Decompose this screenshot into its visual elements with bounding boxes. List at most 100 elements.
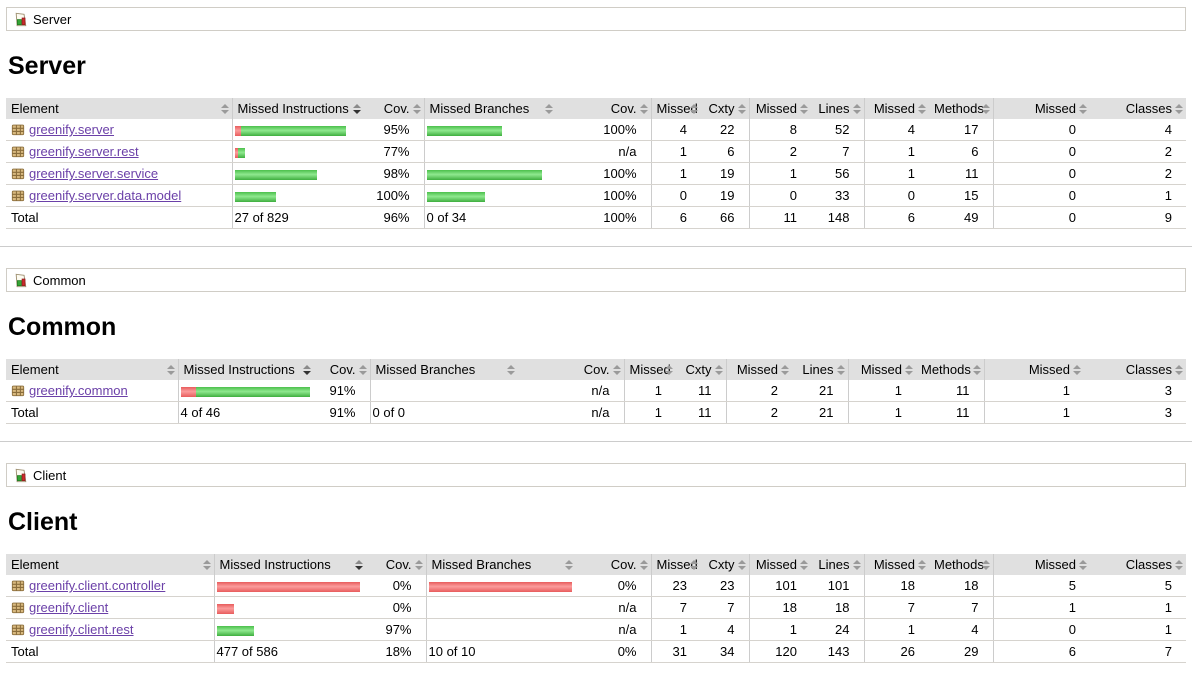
- column-header-branches-cov[interactable]: Cov.: [518, 359, 624, 380]
- column-header-classes[interactable]: Classes: [1090, 98, 1186, 119]
- package-link[interactable]: greenify.client.rest: [29, 622, 134, 637]
- sort-icon: [1079, 103, 1087, 114]
- branches-bar: [425, 596, 576, 619]
- package-link[interactable]: greenify.client: [29, 600, 109, 615]
- branches-coverage: 0%: [576, 575, 651, 597]
- missed-methods: 18: [863, 575, 929, 597]
- column-header-element[interactable]: Element: [6, 554, 214, 575]
- missed-cxty: 1: [623, 380, 676, 402]
- package-link[interactable]: greenify.common: [29, 383, 128, 398]
- missed-cxty: 1: [650, 140, 701, 163]
- sort-desc-icon: [355, 559, 363, 570]
- column-header-missed-classes[interactable]: Missed: [992, 554, 1090, 575]
- total-cxty: 66: [701, 206, 749, 229]
- table-total-row: Total 4 of 46 91% 0 of 0 n/a 1 11 2 21 1…: [6, 401, 1186, 424]
- total-missed-cxty: 1: [623, 401, 676, 424]
- column-header-missed-methods[interactable]: Missed: [863, 554, 929, 575]
- column-header-instructions-cov[interactable]: Cov.: [366, 554, 426, 575]
- element-cell: greenify.client: [6, 596, 214, 619]
- sort-icon: [202, 559, 211, 570]
- package-link[interactable]: greenify.client.controller: [29, 578, 166, 593]
- column-header-lines[interactable]: Lines: [811, 98, 864, 119]
- missed-classes: 1: [992, 596, 1090, 619]
- column-header-missed-lines[interactable]: Missed: [748, 98, 811, 119]
- breadcrumb: Server: [6, 7, 1186, 31]
- cxty: 11: [676, 380, 726, 402]
- column-header-missed-cxty[interactable]: Missed: [650, 98, 701, 119]
- column-header-element[interactable]: Element: [6, 359, 178, 380]
- column-header-branches-cov[interactable]: Cov.: [556, 98, 651, 119]
- column-header-instructions-cov[interactable]: Cov.: [364, 98, 424, 119]
- total-missed-lines: 2: [725, 401, 792, 424]
- column-header-missed-cxty[interactable]: Missed: [623, 359, 676, 380]
- instructions-coverage: 95%: [364, 119, 424, 141]
- total-missed-methods: 26: [863, 640, 929, 663]
- methods: 11: [916, 380, 984, 402]
- missed-methods: 1: [863, 162, 929, 185]
- column-header-missed-lines[interactable]: Missed: [748, 554, 811, 575]
- column-header-missed-branches[interactable]: Missed Branches: [425, 554, 576, 575]
- table-row: greenify.server.service 98% 100% 1 19 1 …: [6, 162, 1186, 185]
- instructions-bar: [231, 140, 364, 163]
- column-header-lines[interactable]: Lines: [792, 359, 848, 380]
- package-link[interactable]: greenify.server: [29, 122, 115, 137]
- column-header-missed-instructions[interactable]: Missed Instructions: [231, 98, 364, 119]
- missed-classes: 0: [992, 140, 1090, 163]
- column-header-instructions-cov[interactable]: Cov.: [314, 359, 370, 380]
- column-header-missed-instructions[interactable]: Missed Instructions: [213, 554, 366, 575]
- element-cell: greenify.client.controller: [6, 575, 214, 597]
- package-icon: [11, 166, 29, 181]
- cxty: 4: [701, 618, 749, 641]
- sort-icon: [690, 559, 698, 570]
- package-link[interactable]: greenify.server.rest: [29, 144, 139, 159]
- sort-icon: [545, 103, 553, 114]
- table-row: greenify.server 95% 100% 4 22 8 52 4 17 …: [6, 119, 1186, 141]
- column-header-missed-classes[interactable]: Missed: [992, 98, 1090, 119]
- instructions-bar: [213, 575, 366, 597]
- lines: 33: [811, 184, 864, 207]
- column-header-element[interactable]: Element: [6, 98, 232, 119]
- column-header-missed-instructions[interactable]: Missed Instructions: [177, 359, 314, 380]
- column-header-branches-cov[interactable]: Cov.: [576, 554, 651, 575]
- column-header-classes[interactable]: Classes: [1090, 554, 1186, 575]
- package-link[interactable]: greenify.server.data.model: [29, 188, 182, 203]
- missed-methods: 1: [863, 618, 929, 641]
- column-header-lines[interactable]: Lines: [811, 554, 864, 575]
- total-methods: 11: [916, 401, 984, 424]
- instructions-bar: [231, 184, 364, 207]
- column-header-missed-methods[interactable]: Missed: [863, 98, 929, 119]
- table-total-row: Total 477 of 586 18% 10 of 10 0% 31 34 1…: [6, 640, 1186, 663]
- sort-icon: [836, 364, 845, 375]
- column-header-missed-classes[interactable]: Missed: [983, 359, 1084, 380]
- instructions-bar: [177, 380, 314, 402]
- total-missed-classes: 6: [992, 640, 1090, 663]
- report-section-common: Common Common Element Missed Instruction…: [6, 268, 1186, 424]
- column-header-cxty[interactable]: Cxty: [701, 554, 749, 575]
- total-instructions: 27 of 829: [231, 206, 364, 229]
- column-header-classes[interactable]: Classes: [1084, 359, 1186, 380]
- column-header-missed-methods[interactable]: Missed: [847, 359, 916, 380]
- missed-lines: 0: [748, 184, 811, 207]
- sort-icon: [852, 103, 861, 114]
- breadcrumb-label: Client: [33, 467, 67, 483]
- instructions-coverage: 77%: [364, 140, 424, 163]
- table-header-row: Element Missed Instructions Cov. Missed …: [6, 98, 1186, 119]
- column-header-missed-lines[interactable]: Missed: [725, 359, 792, 380]
- branches-coverage: n/a: [576, 618, 651, 641]
- column-header-missed-cxty[interactable]: Missed: [650, 554, 701, 575]
- column-header-methods[interactable]: Methods: [929, 554, 993, 575]
- column-header-missed-branches[interactable]: Missed Branches: [369, 359, 518, 380]
- column-header-cxty[interactable]: Cxty: [676, 359, 726, 380]
- column-header-methods[interactable]: Methods: [929, 98, 993, 119]
- package-link[interactable]: greenify.server.service: [29, 166, 159, 181]
- branches-coverage: 100%: [556, 119, 651, 141]
- methods: 6: [929, 140, 993, 163]
- methods: 11: [929, 162, 993, 185]
- table-row: greenify.client.controller 0% 0% 23 23 1…: [6, 575, 1186, 597]
- column-header-methods[interactable]: Methods: [916, 359, 984, 380]
- sort-icon: [918, 559, 926, 570]
- methods: 15: [929, 184, 993, 207]
- column-header-cxty[interactable]: Cxty: [701, 98, 749, 119]
- column-header-missed-branches[interactable]: Missed Branches: [423, 98, 556, 119]
- classes: 1: [1090, 618, 1186, 641]
